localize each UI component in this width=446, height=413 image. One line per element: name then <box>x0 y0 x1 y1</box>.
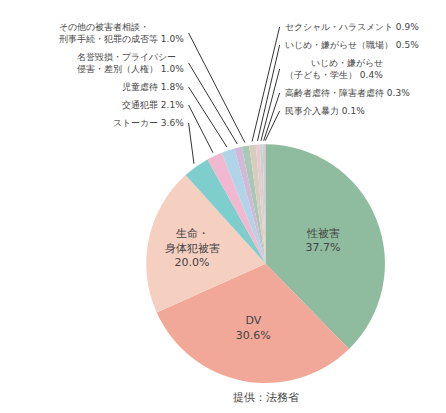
svg-text:交通犯罪 2.1%: 交通犯罪 2.1% <box>122 100 184 110</box>
svg-text:いじめ・嫌がらせ（職場） 0.5%: いじめ・嫌がらせ（職場） 0.5% <box>285 40 419 50</box>
svg-text:DV30.6%: DV30.6% <box>236 314 271 341</box>
svg-text:セクシャル・ハラスメント 0.9%: セクシャル・ハラスメント 0.9% <box>285 22 419 32</box>
svg-text:性被害37.7%: 性被害37.7% <box>306 227 341 254</box>
svg-text:生命・身体犯被害20.0%: 生命・身体犯被害20.0% <box>165 227 220 269</box>
svg-text:提供：法務省: 提供：法務省 <box>233 391 299 404</box>
svg-text:高齢者虐待・障害者虐待 0.3%: 高齢者虐待・障害者虐待 0.3% <box>285 88 410 98</box>
svg-text:ストーカー 3.6%: ストーカー 3.6% <box>113 118 184 128</box>
svg-text:民事介入暴力 0.1%: 民事介入暴力 0.1% <box>285 106 365 116</box>
svg-text:その他の被害者相談・刑事手続・犯罪の成否等 1.0%: その他の被害者相談・刑事手続・犯罪の成否等 1.0% <box>59 22 184 44</box>
svg-text:いじめ・嫌がらせ（子ども・学生） 0.4%: いじめ・嫌がらせ（子ども・学生） 0.4% <box>285 58 383 80</box>
svg-text:名誉毀損・プライバシー侵害・差別（人権） 1.0%: 名誉毀損・プライバシー侵害・差別（人権） 1.0% <box>77 52 184 74</box>
svg-text:児童虐待 1.8%: 児童虐待 1.8% <box>122 82 184 92</box>
